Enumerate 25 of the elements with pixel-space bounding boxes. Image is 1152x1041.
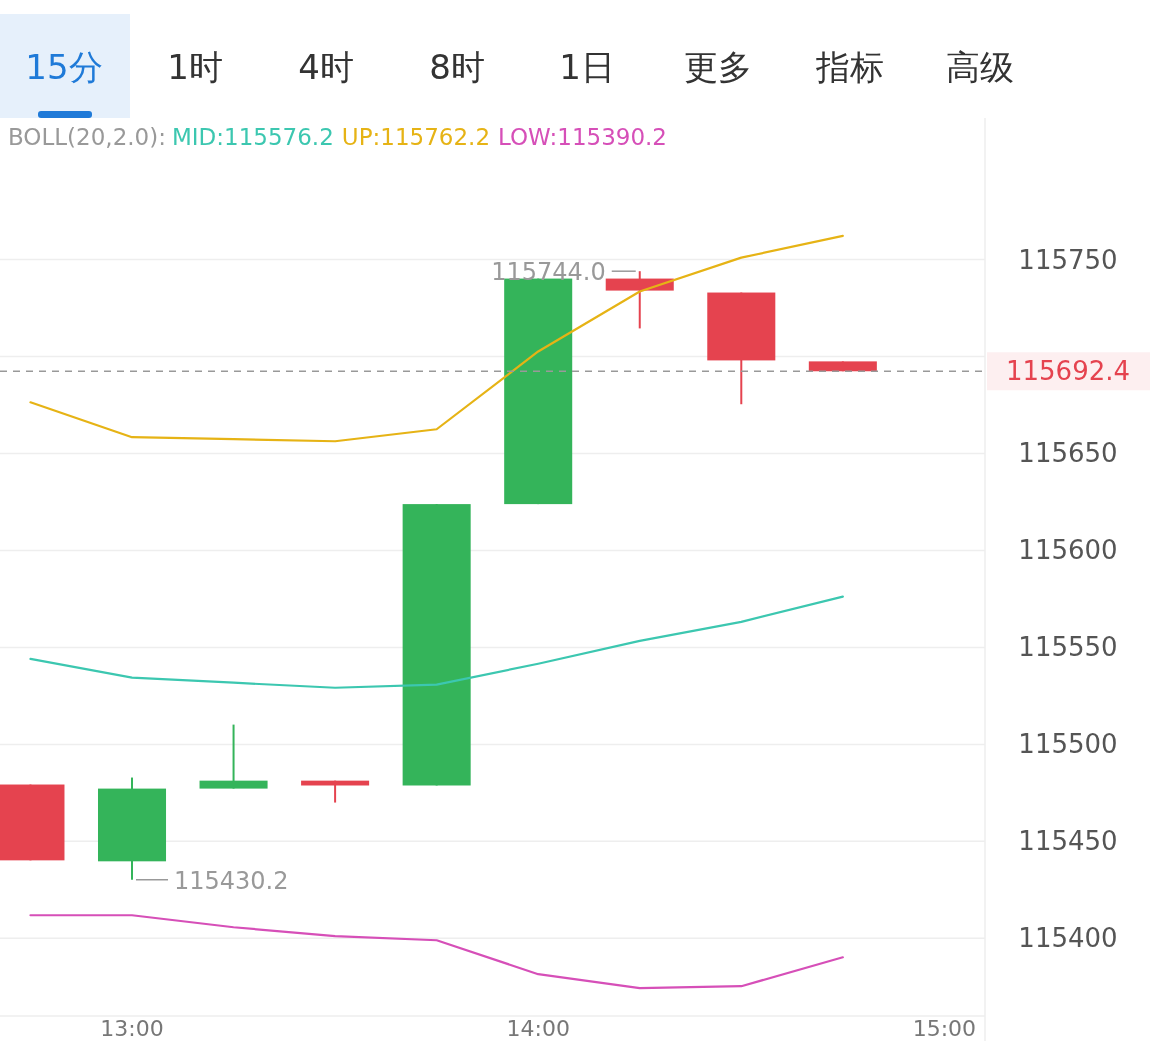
annotation: 115430.2 [174, 866, 289, 895]
y-tick-label: 115750 [1018, 244, 1118, 275]
x-tick-label: 14:00 [506, 1016, 570, 1041]
line-series [29, 595, 844, 689]
legend: BOLL(20,2.0): MID:115576.2 UP:115762.2 LOW:115390.2 [8, 124, 667, 150]
text: 更多 [684, 47, 752, 87]
x-tick-label: 15:00 [912, 1016, 977, 1041]
y-tick-label: 115500 [1018, 729, 1118, 760]
y-tick-label: 115450 [1018, 826, 1118, 857]
ref-line-label: 115692.4 [1005, 356, 1131, 387]
text: 15分 [25, 47, 103, 87]
text: 4时 [298, 47, 354, 87]
y-tick-label: 115650 [1018, 438, 1118, 469]
line-series [29, 234, 844, 443]
line-series [29, 914, 844, 990]
candlestick [199, 723, 268, 790]
y-tick-label: 115600 [1018, 535, 1118, 566]
y-tick-label: 115400 [1018, 923, 1118, 954]
text: 高级 [946, 47, 1014, 87]
x-tick-label: 13:00 [100, 1016, 164, 1041]
text: 8时 [429, 47, 485, 87]
text: 1时 [167, 47, 223, 87]
text: 1日 [559, 47, 615, 87]
y-tick-label: 115550 [1018, 632, 1118, 663]
text: 指标 [815, 47, 884, 87]
